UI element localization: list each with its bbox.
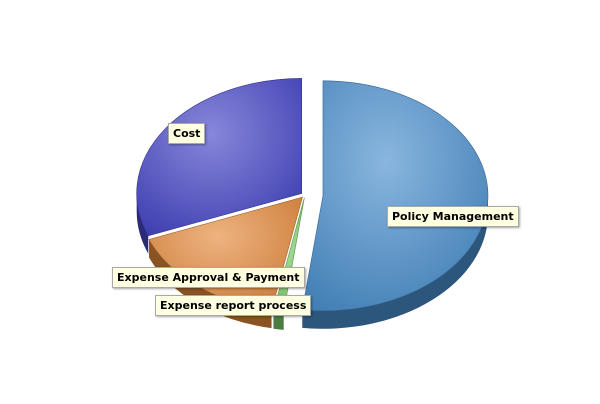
pie-side-cost bbox=[136, 193, 149, 254]
pie-slice-cost bbox=[136, 78, 302, 237]
pie-slice-policy-management bbox=[301, 80, 489, 312]
pie-label-expense-approval-payment: Expense Approval & Payment bbox=[112, 267, 305, 288]
pie-label-expense-report-process: Expense report process bbox=[155, 295, 312, 316]
pie-side-policy-management bbox=[302, 195, 488, 329]
pie-label-policy-management: Policy Management bbox=[387, 206, 519, 227]
pie-label-cost: Cost bbox=[168, 123, 206, 144]
